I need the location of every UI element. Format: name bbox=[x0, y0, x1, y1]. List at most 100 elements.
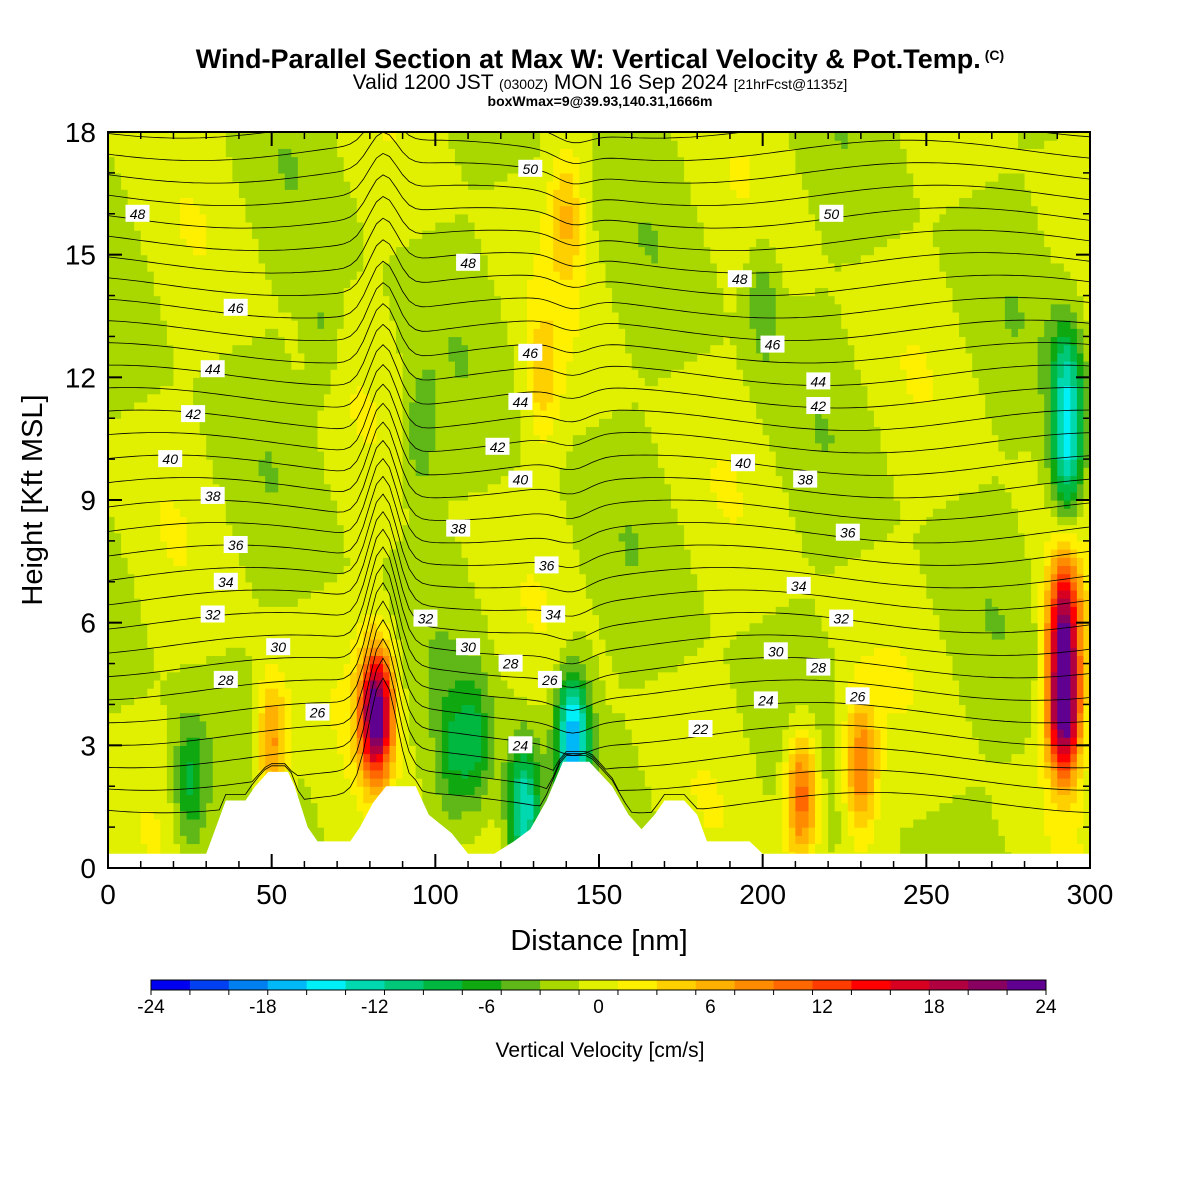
w-cell bbox=[310, 377, 319, 387]
w-cell bbox=[121, 393, 129, 403]
w-cell bbox=[441, 786, 450, 795]
w-cell bbox=[114, 140, 122, 149]
w-cell bbox=[350, 393, 358, 403]
w-cell bbox=[304, 639, 312, 648]
w-cell bbox=[127, 442, 135, 452]
w-cell bbox=[278, 320, 286, 329]
w-cell bbox=[258, 132, 266, 141]
w-cell bbox=[415, 450, 423, 460]
w-cell bbox=[140, 737, 148, 746]
w-cell bbox=[330, 728, 338, 738]
w-cell bbox=[238, 189, 247, 199]
w-cell bbox=[252, 140, 260, 149]
w-cell bbox=[134, 794, 142, 804]
w-cell bbox=[140, 450, 148, 460]
w-cell bbox=[173, 254, 181, 264]
w-cell bbox=[330, 704, 338, 714]
w-cell bbox=[396, 254, 404, 264]
w-cell bbox=[330, 655, 338, 665]
w-cell bbox=[369, 655, 378, 665]
w-cell bbox=[468, 720, 476, 730]
w-cell bbox=[468, 532, 476, 542]
w-cell bbox=[304, 745, 312, 755]
w-cell bbox=[297, 769, 305, 779]
w-cell bbox=[186, 516, 194, 526]
w-cell bbox=[441, 336, 450, 346]
w-cell bbox=[422, 778, 430, 787]
w-cell bbox=[114, 614, 122, 624]
w-cell bbox=[369, 303, 378, 313]
w-cell bbox=[284, 745, 292, 755]
w-cell bbox=[356, 696, 364, 706]
w-cell bbox=[330, 328, 338, 338]
w-cell bbox=[238, 581, 247, 591]
w-cell bbox=[310, 647, 319, 656]
w-cell bbox=[219, 786, 227, 795]
w-cell bbox=[382, 565, 391, 575]
w-cell bbox=[219, 148, 227, 158]
w-cell bbox=[337, 442, 345, 452]
w-cell bbox=[180, 663, 188, 673]
w-cell bbox=[265, 442, 273, 452]
w-cell bbox=[363, 344, 371, 354]
w-cell bbox=[271, 181, 279, 190]
w-cell bbox=[461, 688, 469, 697]
w-cell bbox=[160, 827, 168, 836]
w-cell bbox=[265, 221, 273, 231]
w-cell bbox=[369, 491, 378, 501]
w-cell bbox=[232, 663, 240, 673]
w-cell bbox=[415, 745, 423, 755]
w-cell bbox=[363, 483, 371, 493]
w-cell bbox=[265, 598, 273, 607]
w-cell bbox=[284, 148, 292, 158]
w-cell bbox=[127, 557, 135, 567]
w-cell bbox=[271, 491, 279, 501]
w-cell bbox=[310, 352, 319, 362]
w-cell bbox=[284, 442, 292, 452]
w-cell bbox=[382, 352, 391, 362]
w-cell bbox=[225, 434, 233, 444]
w-cell bbox=[330, 835, 338, 845]
w-cell bbox=[140, 565, 148, 575]
w-cell bbox=[435, 500, 443, 509]
w-cell bbox=[166, 410, 175, 419]
w-cell bbox=[415, 679, 423, 689]
w-cell bbox=[245, 467, 253, 477]
w-cell bbox=[310, 639, 319, 648]
w-cell bbox=[147, 156, 155, 166]
w-cell bbox=[127, 639, 135, 648]
w-cell bbox=[166, 279, 175, 288]
w-cell bbox=[180, 696, 188, 706]
w-cell bbox=[127, 663, 135, 673]
w-cell bbox=[193, 835, 201, 845]
w-cell bbox=[206, 459, 214, 468]
w-cell bbox=[297, 467, 305, 477]
w-cell bbox=[134, 524, 142, 534]
w-cell bbox=[134, 344, 142, 354]
w-cell bbox=[219, 630, 227, 640]
w-cell bbox=[173, 271, 181, 280]
w-cell bbox=[382, 475, 391, 485]
w-cell bbox=[127, 369, 135, 378]
w-cell bbox=[382, 197, 391, 207]
w-cell bbox=[324, 786, 332, 795]
w-cell bbox=[140, 148, 148, 158]
w-cell bbox=[232, 360, 240, 370]
w-cell bbox=[193, 655, 201, 665]
w-cell bbox=[448, 369, 456, 378]
w-cell bbox=[153, 164, 161, 174]
w-cell bbox=[225, 769, 233, 779]
w-cell bbox=[134, 336, 142, 346]
w-cell bbox=[376, 426, 384, 436]
w-cell bbox=[271, 573, 279, 583]
w-cell bbox=[225, 205, 233, 215]
w-cell bbox=[337, 238, 345, 248]
w-cell bbox=[193, 426, 201, 436]
w-cell bbox=[317, 475, 325, 485]
w-cell bbox=[206, 410, 214, 419]
w-cell bbox=[173, 172, 181, 182]
w-cell bbox=[461, 589, 469, 599]
w-cell bbox=[461, 778, 469, 787]
w-cell bbox=[297, 336, 305, 346]
w-cell bbox=[271, 426, 279, 436]
